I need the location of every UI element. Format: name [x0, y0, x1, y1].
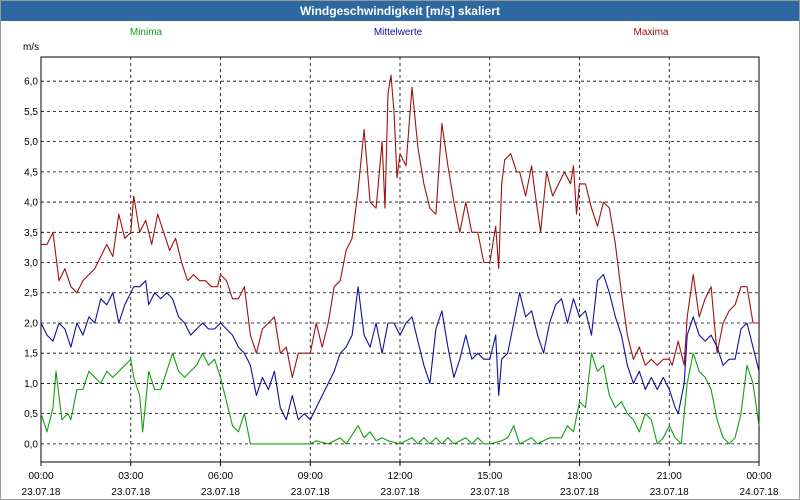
x-tick-date-label: 23.07.18	[291, 487, 330, 498]
series-line-maxima	[41, 74, 759, 378]
x-tick-date-label: 23.07.18	[111, 487, 150, 498]
y-tick-label: 2,0	[24, 318, 38, 329]
x-tick-time-label: 00:00	[746, 471, 771, 482]
x-tick-time-label: 18:00	[567, 471, 592, 482]
x-tick-date-label: 23.07.18	[560, 487, 599, 498]
y-tick-label: 1,5	[24, 349, 38, 360]
x-tick-time-label: 09:00	[298, 471, 323, 482]
line-chart: 0,00,51,01,52,02,53,03,54,04,55,05,56,0 …	[22, 27, 779, 498]
y-tick-label: 6,0	[24, 77, 38, 88]
x-tick-date-label: 24.07.18	[740, 487, 779, 498]
x-tick-date-label: 23.07.18	[201, 487, 240, 498]
y-tick-label: 4,5	[24, 167, 38, 178]
x-tick-time-label: 21:00	[657, 471, 682, 482]
y-tick-label: 5,0	[24, 137, 38, 148]
legend-group: Maxima Mittelwerte Minima	[130, 27, 669, 38]
grid-group	[40, 57, 760, 466]
y-tick-label: 4,0	[24, 198, 38, 209]
y-tick-labels: 0,0 0,5 1,0 1,5 2,0 2,5 3,0 3,5 4,0 4,5 5,0 5,5 6,0	[24, 77, 38, 451]
y-tick-label: 1,0	[24, 379, 38, 390]
x-tick-date-label: 23.07.18	[470, 487, 509, 498]
x-tick-time-label: 00:00	[28, 471, 53, 482]
x-tick-time-label: 12:00	[387, 471, 412, 482]
x-tick-labels: 00:00 23.07.18 03:00 23.07.18 06:00 23.07.18 0…	[22, 471, 779, 498]
y-tick-label: 3,0	[24, 258, 38, 269]
series-line-mittelwerte	[40, 274, 760, 421]
x-tick-time-label: 06:00	[208, 471, 233, 482]
legend-entry-minima: Minima	[130, 27, 163, 38]
series-line-minima	[40, 352, 760, 445]
legend-entry-maxima: Maxima	[633, 27, 668, 38]
x-tick-date-label: 23.07.18	[650, 487, 689, 498]
legend-entry-mittelwerte: Mittelwerte	[374, 27, 423, 38]
y-axis-label: m/s	[23, 42, 39, 53]
y-tick-label: 0,5	[24, 409, 38, 420]
window-title: Windgeschwindigkeit [m/s] skaliert	[1, 1, 799, 21]
y-tick-label: 2,5	[24, 288, 38, 299]
y-tick-label: 5,5	[24, 107, 38, 118]
x-tick-time-label: 15:00	[477, 471, 502, 482]
y-tick-label: 3,5	[24, 228, 38, 239]
series-group	[40, 74, 760, 445]
x-tick-date-label: 23.07.18	[381, 487, 420, 498]
x-tick-date-label: 23.07.18	[22, 487, 61, 498]
x-tick-time-label: 03:00	[118, 471, 143, 482]
y-tick-label: 0,0	[24, 439, 38, 450]
